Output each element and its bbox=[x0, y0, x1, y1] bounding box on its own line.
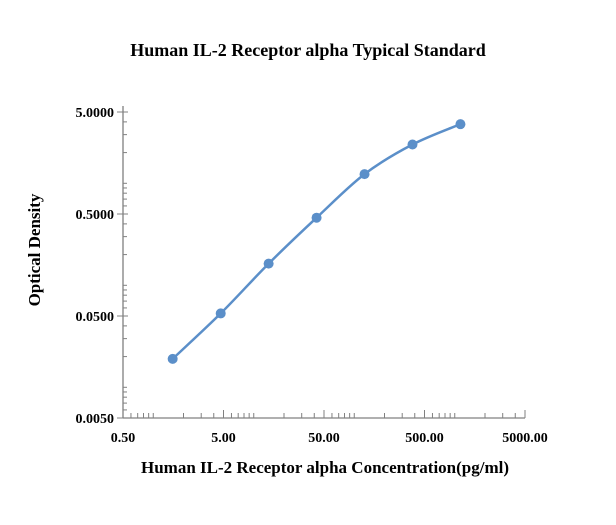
data-point bbox=[167, 353, 178, 364]
y-tick-label: 5.0000 bbox=[76, 106, 115, 121]
data-points bbox=[167, 119, 466, 364]
y-tick-label: 0.0500 bbox=[76, 310, 115, 325]
data-point bbox=[263, 258, 274, 269]
x-tick-label: 0.50 bbox=[111, 431, 136, 446]
data-point bbox=[311, 212, 322, 223]
chart-title: Human IL-2 Receptor alpha Typical Standa… bbox=[130, 40, 486, 60]
axes bbox=[122, 106, 525, 419]
tick-marks bbox=[117, 111, 526, 419]
y-tick-label: 0.5000 bbox=[76, 208, 115, 223]
data-point bbox=[215, 308, 226, 319]
x-tick-label: 50.00 bbox=[308, 431, 340, 446]
tick-labels: 0.50 5.00 50.00 500.00 5000.00 0.0050 0.0500 0.… bbox=[76, 106, 548, 446]
series-curve bbox=[171, 123, 461, 360]
data-point bbox=[407, 139, 418, 150]
y-axis-title: Optical Density bbox=[25, 193, 44, 306]
y-tick-label: 0.0050 bbox=[76, 412, 115, 427]
x-tick-label: 500.00 bbox=[405, 431, 444, 446]
data-point bbox=[359, 169, 370, 180]
x-tick-label: 5000.00 bbox=[502, 431, 548, 446]
x-axis-title: Human IL-2 Receptor alpha Concentration(… bbox=[141, 458, 509, 477]
x-tick-label: 5.00 bbox=[211, 431, 236, 446]
data-point bbox=[455, 119, 466, 130]
